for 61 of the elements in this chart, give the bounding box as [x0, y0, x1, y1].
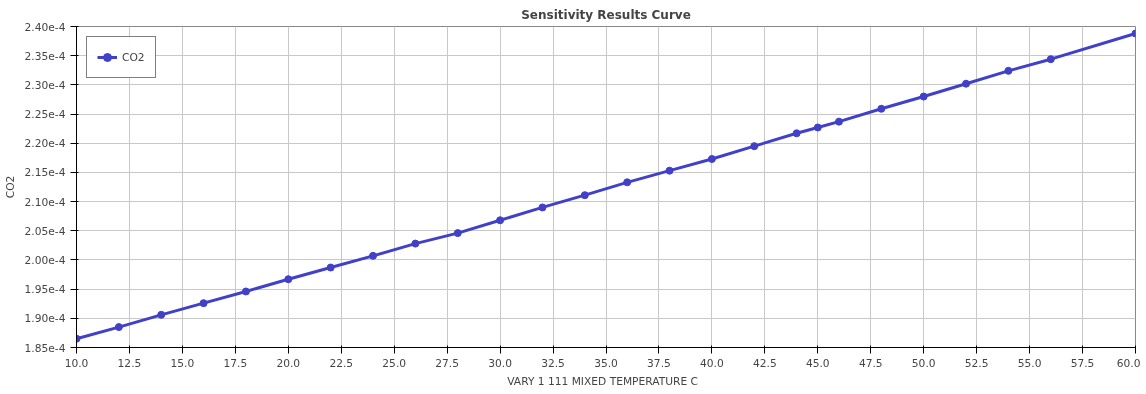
- x-tick-label: 52.5: [964, 356, 989, 370]
- y-tick-label: 2.30e-4: [24, 78, 66, 92]
- x-tick-label: 15.0: [170, 356, 195, 370]
- point: [241, 287, 250, 296]
- y-tick-label: 2.05e-4: [24, 224, 66, 238]
- point: [750, 142, 759, 151]
- chart-title: Sensitivity Results Curve: [521, 7, 691, 22]
- point: [496, 216, 505, 225]
- x-tick-label: 17.5: [223, 356, 248, 370]
- x-tick-label: 22.5: [329, 356, 354, 370]
- point: [326, 263, 335, 272]
- x-axis-title: VARY 1 111 MIXED TEMPERATURE C: [507, 374, 698, 388]
- point: [157, 310, 166, 319]
- x-tick-label: 50.0: [911, 356, 936, 370]
- x-tick-label: 32.5: [541, 356, 565, 370]
- y-tick-label: 2.10e-4: [24, 195, 66, 209]
- point: [919, 92, 928, 101]
- point: [813, 123, 822, 132]
- x-tick-label: 35.0: [594, 356, 619, 370]
- x-tick-label: 37.5: [647, 356, 671, 370]
- point: [707, 154, 716, 163]
- y-tick-label: 2.15e-4: [24, 166, 66, 180]
- point: [284, 275, 293, 284]
- point: [199, 299, 208, 308]
- point: [369, 251, 378, 260]
- point: [580, 191, 589, 200]
- point: [453, 229, 462, 238]
- x-tick-label: 30.0: [488, 356, 513, 370]
- point: [962, 79, 971, 88]
- point: [538, 203, 547, 212]
- y-tick-label: 2.25e-4: [24, 108, 66, 122]
- x-tick-label: 10.0: [64, 356, 89, 370]
- point: [877, 104, 886, 113]
- point: [665, 166, 674, 175]
- x-tick-label: 42.5: [752, 356, 777, 370]
- y-tick-label: 2.35e-4: [24, 49, 66, 63]
- y-tick-label: 2.00e-4: [24, 253, 66, 267]
- x-tick-label: 47.5: [858, 356, 883, 370]
- x-tick-label: 27.5: [435, 356, 460, 370]
- x-tick-label: 20.0: [276, 356, 301, 370]
- x-tick-label: 55.0: [1017, 356, 1042, 370]
- point: [792, 129, 801, 138]
- y-tick-label: 1.85e-4: [24, 341, 66, 355]
- y-tick-label: 2.20e-4: [24, 137, 66, 151]
- y-tick-label: 1.95e-4: [24, 283, 66, 297]
- y-axis-title: CO2: [3, 175, 17, 199]
- y-tick-label: 2.40e-4: [24, 20, 66, 34]
- legend-label: CO2: [122, 50, 145, 64]
- x-tick-label: 12.5: [117, 356, 142, 370]
- point: [1046, 55, 1055, 64]
- point: [1004, 66, 1013, 75]
- x-tick-label: 40.0: [700, 356, 724, 370]
- y-tick-label: 1.90e-4: [24, 312, 66, 326]
- point: [623, 178, 632, 187]
- point: [411, 239, 420, 248]
- point: [114, 323, 123, 332]
- x-tick-label: 60.0: [1116, 356, 1141, 370]
- x-tick-label: 57.5: [1070, 356, 1095, 370]
- x-tick-label: 25.0: [382, 356, 407, 370]
- point: [834, 117, 843, 126]
- x-tick-label: 45.0: [805, 356, 830, 370]
